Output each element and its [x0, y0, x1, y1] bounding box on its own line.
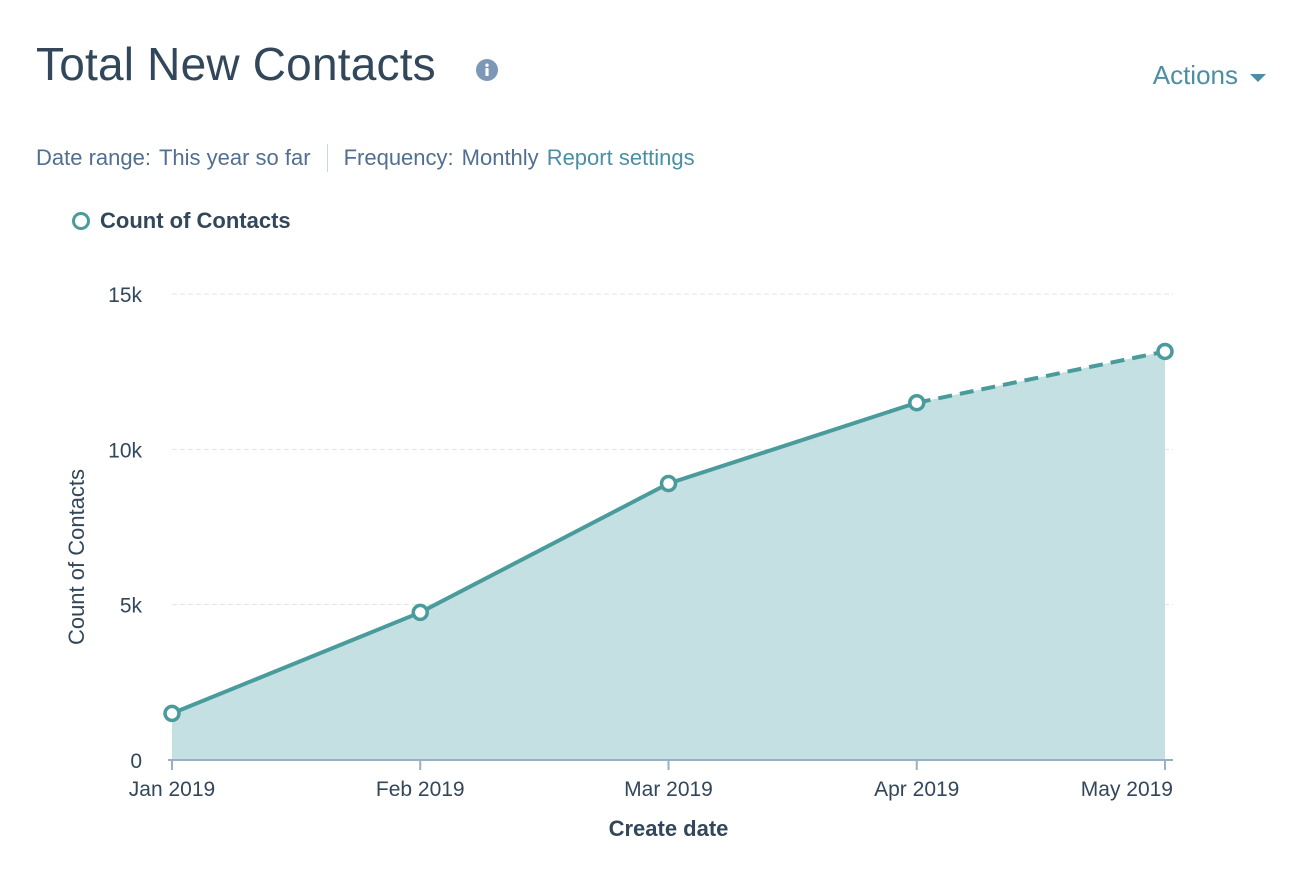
x-axis-title: Create date: [609, 816, 729, 841]
data-point: [1156, 342, 1174, 361]
y-tick-label: 5k: [120, 595, 143, 618]
y-axis-title: Count of Contacts: [64, 469, 89, 645]
chart-legend[interactable]: Count of Contacts: [72, 208, 291, 234]
y-tick-label: 15k: [108, 284, 142, 307]
y-axis-ticks: 0 5k 10k 15k: [108, 284, 142, 773]
x-tick-label: Mar 2019: [624, 778, 713, 801]
x-axis-ticks: Jan 2019 Feb 2019 Mar 2019 Apr 2019 May 2019: [129, 760, 1173, 801]
report-filters: Date range: This year so far Frequency: …: [36, 144, 695, 172]
date-range-value: This year so far: [158, 145, 311, 170]
data-points: [163, 342, 1174, 723]
x-tick-label: Feb 2019: [376, 778, 465, 801]
date-range-label: Date range:: [36, 145, 151, 170]
legend-label: Count of Contacts: [100, 208, 291, 233]
info-icon[interactable]: [476, 59, 498, 81]
data-point: [411, 603, 429, 622]
series-lines: [171, 349, 1166, 716]
frequency-value: Monthly: [461, 145, 539, 170]
report-settings-link[interactable]: Report settings: [546, 145, 695, 170]
data-point: [163, 704, 181, 723]
x-tick-label: May 2019: [1081, 778, 1173, 801]
y-tick-label: 0: [130, 750, 142, 773]
series-line: [171, 400, 918, 716]
filter-divider: [326, 144, 328, 172]
series-line-projected: [916, 349, 1166, 405]
y-tick-label: 10k: [108, 439, 142, 462]
x-tick-label: Jan 2019: [129, 778, 215, 801]
legend-marker-icon: [72, 212, 90, 230]
frequency-label: Frequency:: [343, 145, 454, 170]
actions-label: Actions: [1152, 60, 1238, 90]
x-tick-label: Apr 2019: [874, 778, 959, 801]
caret-down-icon: [1250, 73, 1266, 82]
data-point: [659, 474, 678, 493]
actions-dropdown[interactable]: Actions: [1153, 60, 1266, 91]
area-fill: [172, 351, 1165, 760]
data-point: [908, 393, 926, 412]
page-title: Total New Contacts: [36, 38, 436, 90]
